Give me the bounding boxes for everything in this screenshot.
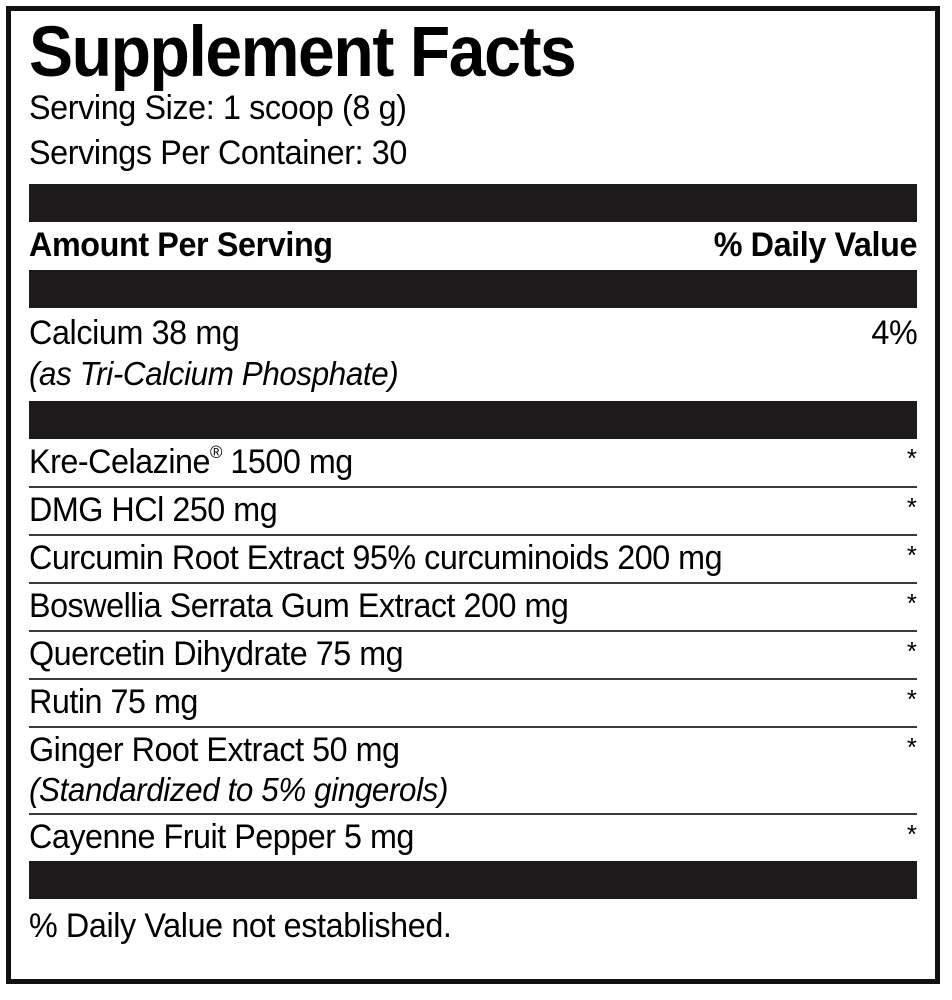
ingredient-row: Boswellia Serrata Gum Extract 200 mg * — [29, 582, 917, 630]
ingredient-row: DMG HCl 250 mg * — [29, 486, 917, 534]
ingredient-name: Curcumin Root Extract 95% curcuminoids 2… — [29, 539, 723, 578]
daily-value-asterisk: * — [906, 819, 917, 850]
servings-per-container-text: Servings Per Container: 30 — [29, 134, 407, 173]
amount-per-serving-header: Amount Per Serving — [29, 226, 333, 265]
ingredient-row: Cayenne Fruit Pepper 5 mg * — [29, 813, 917, 861]
supplement-facts-label: Supplement Facts Serving Size: 1 scoop (… — [6, 6, 940, 984]
ingredient-name: Cayenne Fruit Pepper 5 mg — [29, 818, 414, 857]
serving-size-text: Serving Size: 1 scoop (8 g) — [29, 89, 407, 128]
daily-value-asterisk: * — [906, 540, 917, 571]
daily-value-asterisk: * — [906, 492, 917, 523]
divider-bar-top — [29, 184, 917, 223]
nutrient-source: (as Tri-Calcium Phosphate) — [29, 355, 399, 393]
ingredient-row: Quercetin Dihydrate 75 mg * — [29, 630, 917, 678]
page-title: Supplement Facts — [29, 13, 577, 92]
table-header-row: Amount Per Serving % Daily Value — [29, 222, 917, 270]
daily-value-header: % Daily Value — [713, 226, 918, 265]
ingredient-name: Rutin 75 mg — [29, 683, 198, 722]
registered-trademark-icon: ® — [210, 442, 222, 463]
ingredient-row: Ginger Root Extract 50 mg (Standardized t… — [29, 726, 917, 813]
daily-value-asterisk: * — [906, 732, 917, 763]
daily-value-asterisk: * — [906, 636, 917, 667]
divider-bar-ingredients — [29, 401, 917, 440]
ingredient-list: Kre-Celazine® 1500 mg * DMG HCl 250 mg * Cur… — [29, 439, 917, 861]
nutrient-row-calcium: Calcium 38 mg 4% (as Tri-Calcium Phospha… — [29, 308, 917, 401]
ingredient-row: Curcumin Root Extract 95% curcuminoids 2… — [29, 534, 917, 582]
ingredient-standardization: (Standardized to 5% gingerols) — [29, 771, 449, 809]
daily-value-asterisk: * — [906, 443, 917, 474]
ingredient-name: Quercetin Dihydrate 75 mg — [29, 635, 404, 674]
divider-bar-bottom — [29, 861, 917, 900]
nutrient-name: Calcium 38 mg — [29, 314, 240, 353]
ingredient-name: Boswellia Serrata Gum Extract 200 mg — [29, 587, 569, 626]
daily-value-asterisk: * — [906, 588, 917, 619]
daily-value-asterisk: * — [906, 684, 917, 715]
ingredient-row: Kre-Celazine® 1500 mg * — [29, 439, 917, 486]
ingredient-name: DMG HCl 250 mg — [29, 491, 278, 530]
ingredient-name: Ginger Root Extract 50 mg — [29, 731, 400, 770]
divider-bar-header — [29, 270, 917, 309]
footnote-text: % Daily Value not established. — [29, 907, 452, 946]
nutrient-daily-value: 4% — [871, 314, 917, 353]
ingredient-row: Rutin 75 mg * — [29, 678, 917, 726]
ingredient-name: Kre-Celazine® 1500 mg — [29, 442, 353, 482]
